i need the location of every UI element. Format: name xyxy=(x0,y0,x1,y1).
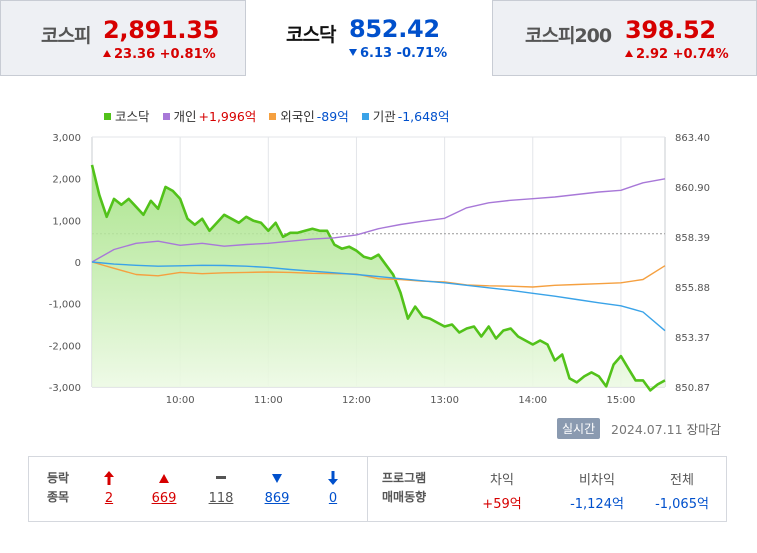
chart-legend: 코스닥 개인 +1,996억 외국인 -89억 기관 -1,648억 xyxy=(104,106,459,125)
index-change: 6.13 -0.71% xyxy=(349,46,447,61)
legend-item-institution[interactable]: 기관 -1,648억 xyxy=(361,106,450,125)
series-line-코스닥 xyxy=(90,164,666,392)
legend-item-foreign[interactable]: 외국인 -89억 xyxy=(269,106,349,125)
right-tick-label: 853.37 xyxy=(675,333,710,344)
breadth-down[interactable]: 869 xyxy=(257,469,297,506)
breadth-count[interactable]: 2 xyxy=(104,491,114,506)
left-tick-label: 3,000 xyxy=(52,133,81,144)
breadth-unchanged[interactable]: 118 xyxy=(201,469,241,506)
tab-kospi[interactable]: 코스피 2,891.35 23.36 +0.81% xyxy=(0,0,246,76)
down-triangle-icon xyxy=(349,49,357,56)
series-line-개인 xyxy=(91,178,666,263)
program-arbitrage: 차익 +59억 xyxy=(461,469,543,512)
tab-name: 코스피200 xyxy=(525,25,612,47)
limit-up-arrow-icon xyxy=(89,469,129,487)
up-triangle-icon xyxy=(144,469,184,487)
x-tick-label: 15:00 xyxy=(607,395,636,406)
breadth-count[interactable]: 669 xyxy=(151,491,177,506)
index-value: 852.42 xyxy=(349,15,440,43)
program-total: 전체 -1,065억 xyxy=(639,469,725,512)
series-line-기관 xyxy=(91,261,666,332)
up-triangle-icon xyxy=(625,50,633,57)
legend-swatch xyxy=(162,113,170,120)
breadth-label: 등락 종목 xyxy=(47,471,70,504)
left-tick-label: -3,000 xyxy=(49,383,81,394)
right-tick-label: 850.87 xyxy=(675,383,710,394)
x-tick-label: 14:00 xyxy=(518,395,547,406)
index-change: 23.36 +0.81% xyxy=(103,47,216,62)
timestamp: 2024.07.11 장마감 xyxy=(611,422,722,437)
legend-swatch xyxy=(269,113,277,120)
index-value: 398.52 xyxy=(625,16,716,44)
breadth-limit-down[interactable]: 0 xyxy=(313,469,353,506)
legend-swatch xyxy=(361,113,369,120)
legend-swatch xyxy=(104,113,111,120)
left-tick-label: 0 xyxy=(75,258,81,269)
tab-name: 코스피 xyxy=(41,25,91,47)
breadth-count[interactable]: 118 xyxy=(208,491,234,506)
tab-name: 코스닥 xyxy=(286,24,336,46)
up-triangle-icon xyxy=(103,50,111,57)
right-tick-label: 855.88 xyxy=(675,283,710,294)
breadth-limit-up[interactable]: 2 xyxy=(89,469,129,506)
series-line-외국인 xyxy=(91,261,666,288)
limit-down-arrow-icon xyxy=(313,469,353,487)
index-change: 2.92 +0.74% xyxy=(625,47,729,62)
legend-item-individual[interactable]: 개인 +1,996억 xyxy=(162,106,256,125)
down-triangle-icon xyxy=(257,469,297,487)
breadth-up[interactable]: 669 xyxy=(144,469,184,506)
series-area-코스닥 xyxy=(92,164,665,391)
x-tick-label: 13:00 xyxy=(430,395,459,406)
tab-kospi200[interactable]: 코스피200 398.52 2.92 +0.74% xyxy=(492,0,757,76)
realtime-badge[interactable]: 실시간 xyxy=(557,418,601,439)
left-tick-label: 1,000 xyxy=(52,216,81,227)
breadth-count[interactable]: 869 xyxy=(264,491,290,506)
legend-item-kosdaq[interactable]: 코스닥 xyxy=(104,106,150,125)
unchanged-dash-icon xyxy=(201,469,241,487)
right-tick-label: 860.90 xyxy=(675,183,710,194)
program-value: -1,124억 xyxy=(570,497,624,512)
program-label: 프로그램 매매동향 xyxy=(382,471,427,504)
market-status: 장마감 xyxy=(686,422,722,437)
left-tick-label: -1,000 xyxy=(49,300,81,311)
right-tick-label: 863.40 xyxy=(675,133,710,144)
x-tick-label: 12:00 xyxy=(342,395,371,406)
tab-kosdaq[interactable]: 코스닥 852.42 6.13 -0.71% xyxy=(246,0,492,76)
x-tick-label: 11:00 xyxy=(254,395,283,406)
left-tick-label: -2,000 xyxy=(49,341,81,352)
intraday-chart: 10:00 11:00 12:00 13:00 14:00 15:00 3,000 2,000… xyxy=(49,133,710,406)
divider xyxy=(367,457,368,521)
market-summary-box: 등락 종목 2 669 118 869 0 프로그램 매매동향 xyxy=(28,456,727,522)
program-value: -1,065억 xyxy=(655,497,709,512)
program-value: +59억 xyxy=(482,497,522,512)
right-tick-label: 858.39 xyxy=(675,233,710,244)
x-tick-label: 10:00 xyxy=(166,395,195,406)
left-tick-label: 2,000 xyxy=(52,175,81,186)
index-value: 2,891.35 xyxy=(103,16,220,44)
breadth-count[interactable]: 0 xyxy=(328,491,338,506)
program-non-arbitrage: 비차익 -1,124억 xyxy=(547,469,647,512)
